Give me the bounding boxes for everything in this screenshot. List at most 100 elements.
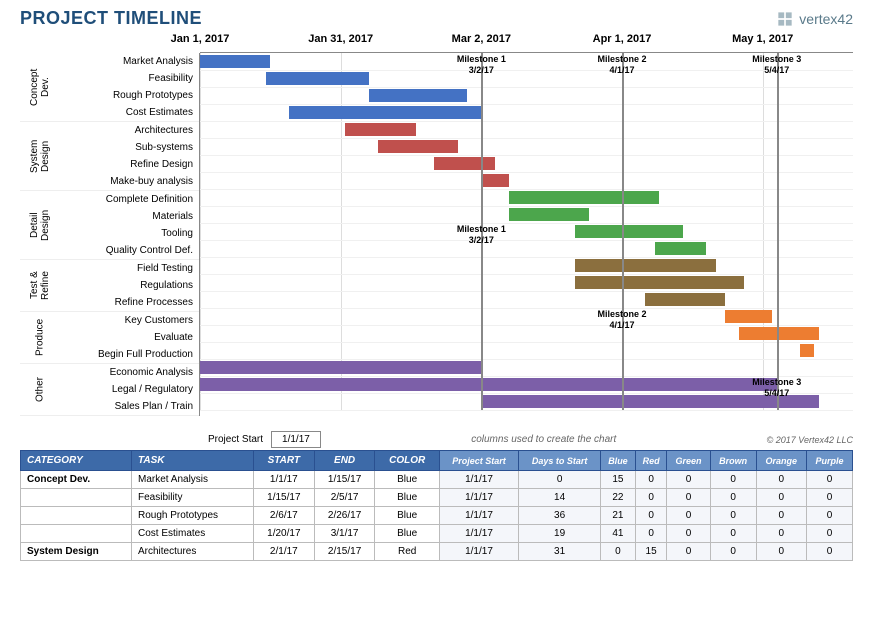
table-cell: 0 [667, 507, 710, 525]
gantt-bar [725, 310, 772, 323]
task-label: Quality Control Def. [60, 242, 199, 259]
task-label: Field Testing [60, 260, 199, 277]
gantt-bar [481, 174, 509, 187]
gantt-bar [289, 106, 481, 119]
table-header-light: Purple [807, 451, 853, 471]
table-header-light: Days to Start [519, 451, 601, 471]
task-group: ProduceKey CustomersEvaluateBegin Full P… [20, 312, 199, 364]
table-cell: 0 [807, 471, 853, 489]
task-group: OtherEconomic AnalysisLegal / Regulatory… [20, 364, 199, 416]
task-label: Economic Analysis [60, 364, 199, 381]
time-label: Mar 2, 2017 [452, 33, 511, 45]
gantt-bar [575, 225, 683, 238]
project-start-label: Project Start [200, 432, 271, 447]
table-cell: Rough Prototypes [132, 507, 254, 525]
table-cell: Architectures [132, 543, 254, 561]
table-cell: 0 [710, 507, 756, 525]
milestone-label: Milestone 24/1/17 [597, 54, 646, 76]
task-axis: ConceptDev.Market AnalysisFeasibilityRou… [20, 53, 200, 416]
table-cell: 21 [601, 507, 636, 525]
table-cell: 1/20/17 [253, 525, 314, 543]
table-cell: 2/6/17 [253, 507, 314, 525]
table-cell [21, 489, 132, 507]
table-header: CATEGORY [21, 451, 132, 471]
table-row: System DesignArchitectures2/1/172/15/17R… [21, 543, 853, 561]
table-cell: 0 [756, 471, 806, 489]
table-cell: 1/1/17 [439, 489, 518, 507]
milestone-label: Milestone 35/4/17 [752, 377, 801, 399]
time-label: Jan 1, 2017 [171, 33, 230, 45]
table-row: Feasibility1/15/172/5/17Blue1/1/17142200… [21, 489, 853, 507]
table-cell: 0 [756, 525, 806, 543]
table-cell [21, 507, 132, 525]
table-body: Concept Dev.Market Analysis1/1/171/15/17… [21, 471, 853, 561]
table-cell: 1/1/17 [253, 471, 314, 489]
milestone-line [777, 53, 779, 410]
table-cell: 0 [710, 489, 756, 507]
table-cell: 0 [807, 525, 853, 543]
group-label: SystemDesign [20, 122, 60, 190]
logo-text: vertex42 [799, 11, 853, 27]
gantt-bar [434, 157, 495, 170]
table-cell: 0 [807, 543, 853, 561]
task-label: Sales Plan / Train [60, 398, 199, 415]
group-label: Produce [20, 312, 60, 363]
table-cell: 1/1/17 [439, 507, 518, 525]
table-cell: 0 [710, 543, 756, 561]
gantt-bar [575, 259, 716, 272]
milestone-label: Milestone 35/4/17 [752, 54, 801, 76]
task-group: ConceptDev.Market AnalysisFeasibilityRou… [20, 53, 199, 122]
table-cell: 41 [601, 525, 636, 543]
task-label: Begin Full Production [60, 346, 199, 363]
time-label: Jan 31, 2017 [308, 33, 373, 45]
group-label: Test &Refine [20, 260, 60, 311]
columns-note: columns used to create the chart [471, 434, 616, 445]
table-cell: 0 [667, 525, 710, 543]
gantt-bar [800, 344, 814, 357]
task-label: Complete Definition [60, 191, 199, 208]
task-group: DetailDesignComplete DefinitionMaterials… [20, 191, 199, 260]
milestone-line [622, 53, 624, 410]
group-label: Other [20, 364, 60, 415]
gantt-bar [266, 72, 369, 85]
table-cell [21, 525, 132, 543]
table-header-light: Brown [710, 451, 756, 471]
table-cell: 0 [710, 525, 756, 543]
table-cell: 0 [667, 489, 710, 507]
table-cell: System Design [21, 543, 132, 561]
table-header: START [253, 451, 314, 471]
task-group: Test &RefineField TestingRegulationsRefi… [20, 260, 199, 312]
task-group: SystemDesignArchitecturesSub-systemsRefi… [20, 122, 199, 191]
table-row: Cost Estimates1/20/173/1/17Blue1/1/17194… [21, 525, 853, 543]
project-start-value: 1/1/17 [271, 431, 321, 448]
table-cell: 3/1/17 [314, 525, 375, 543]
task-label: Refine Design [60, 156, 199, 173]
gantt-bar [200, 378, 777, 391]
table-cell: 22 [601, 489, 636, 507]
gantt-bar [345, 123, 415, 136]
table-cell: 2/15/17 [314, 543, 375, 561]
milestone-label: Milestone 13/2/17 [457, 54, 506, 76]
data-table: CATEGORYTASKSTARTENDCOLORProject StartDa… [20, 450, 853, 561]
table-cell: 2/1/17 [253, 543, 314, 561]
task-label: Legal / Regulatory [60, 381, 199, 398]
milestone-label: Milestone 24/1/17 [597, 309, 646, 331]
task-label: Evaluate [60, 329, 199, 346]
table-cell: 0 [667, 543, 710, 561]
table-cell: 15 [635, 543, 667, 561]
chart-plot: Milestone 13/2/17Milestone 13/2/17Milest… [200, 53, 853, 410]
table-cell: 0 [807, 489, 853, 507]
table-cell: 14 [519, 489, 601, 507]
gantt-bar [509, 191, 659, 204]
task-label: Cost Estimates [60, 104, 199, 121]
gantt-bar [369, 89, 467, 102]
table-cell: Concept Dev. [21, 471, 132, 489]
time-label: Apr 1, 2017 [593, 33, 652, 45]
table-cell: 0 [756, 543, 806, 561]
table-header: COLOR [375, 451, 439, 471]
table-cell: 0 [635, 507, 667, 525]
header: PROJECT TIMELINE vertex42 [0, 0, 873, 33]
gantt-chart: Jan 1, 2017 Jan 31, 2017 Mar 2, 2017 Apr 1,… [20, 33, 853, 416]
table-cell: Cost Estimates [132, 525, 254, 543]
gantt-bar [645, 293, 725, 306]
